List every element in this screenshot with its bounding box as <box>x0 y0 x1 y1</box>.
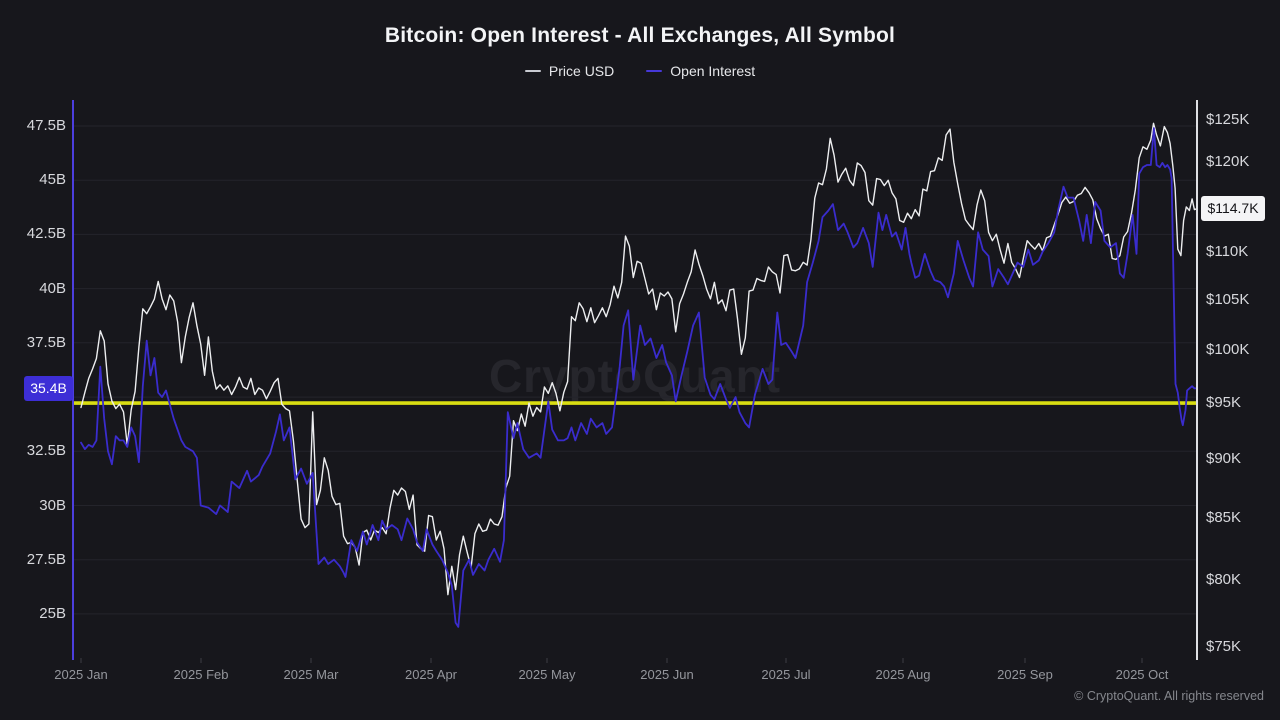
right-axis-tick-label: $75K <box>1206 638 1242 655</box>
legend-label-open-interest: Open Interest <box>670 63 756 79</box>
x-axis-tick-label: 2025 Feb <box>173 667 229 682</box>
left-axis-tick-label: 32.5B <box>26 442 66 460</box>
x-axis-tick-label: 2025 Aug <box>875 667 931 682</box>
oi-latest-value: 35.4B <box>30 379 67 396</box>
legend-item-price[interactable]: Price USD <box>524 63 615 79</box>
legend-item-open-interest[interactable]: Open Interest <box>646 63 755 79</box>
series-open-interest <box>80 127 1198 628</box>
x-axis-tick-label: 2025 Jun <box>640 667 694 682</box>
x-axis-tick-label: 2025 Oct <box>1115 667 1169 682</box>
left-axis-tick-label: 40B <box>39 279 66 297</box>
x-axis-tick-label: 2025 Jan <box>54 667 108 682</box>
page-title: Bitcoin: Open Interest - All Exchanges, … <box>384 24 896 47</box>
right-axis-tick-label: $105K <box>1206 290 1250 308</box>
x-axis-tick-label: 2025 Apr <box>404 667 458 682</box>
right-axis-tick-label: $90K <box>1206 449 1242 467</box>
right-axis-tick-label: $110K <box>1206 242 1249 260</box>
legend-label-price: Price USD <box>548 63 615 79</box>
copyright-note: © CryptoQuant. All rights reserved <box>1074 689 1264 703</box>
left-axis-tick-label: 42.5B <box>26 225 66 243</box>
legend: Price USD Open Interest <box>0 63 1280 79</box>
x-axis-tick-label: 2025 Jul <box>761 667 811 682</box>
series-price-usd <box>80 122 1198 596</box>
right-axis-tick-label: $100K <box>1206 341 1250 359</box>
left-axis-tick-label: 47.5B <box>26 117 66 134</box>
oi-latest-badge: 35.4B <box>24 375 73 401</box>
x-axis-tick-label: 2025 Mar <box>283 667 339 682</box>
right-axis-tick-label: $80K <box>1206 571 1242 589</box>
right-axis-tick-label: $125K <box>1206 111 1250 128</box>
left-axis-tick-label: 27.5B <box>26 550 66 568</box>
left-axis-tick-label: 45B <box>39 171 66 189</box>
right-axis-tick-label: $95K <box>1206 394 1242 412</box>
price-line-swatch-icon <box>524 70 541 72</box>
right-axis-tick-label: $120K <box>1206 153 1250 171</box>
left-axis-tick-label: 37.5B <box>26 333 66 351</box>
open-interest-line-swatch-icon <box>646 70 663 72</box>
x-axis-tick-label: 2025 May <box>518 667 576 682</box>
left-axis-tick-label: 25B <box>39 604 66 622</box>
price-latest-value: $114.7K <box>1207 200 1259 217</box>
right-axis-tick-label: $85K <box>1206 508 1242 526</box>
x-axis-tick-label: 2025 Sep <box>997 667 1053 682</box>
price-latest-badge: $114.7K <box>1201 196 1265 222</box>
left-axis-tick-label: 30B <box>39 496 66 514</box>
